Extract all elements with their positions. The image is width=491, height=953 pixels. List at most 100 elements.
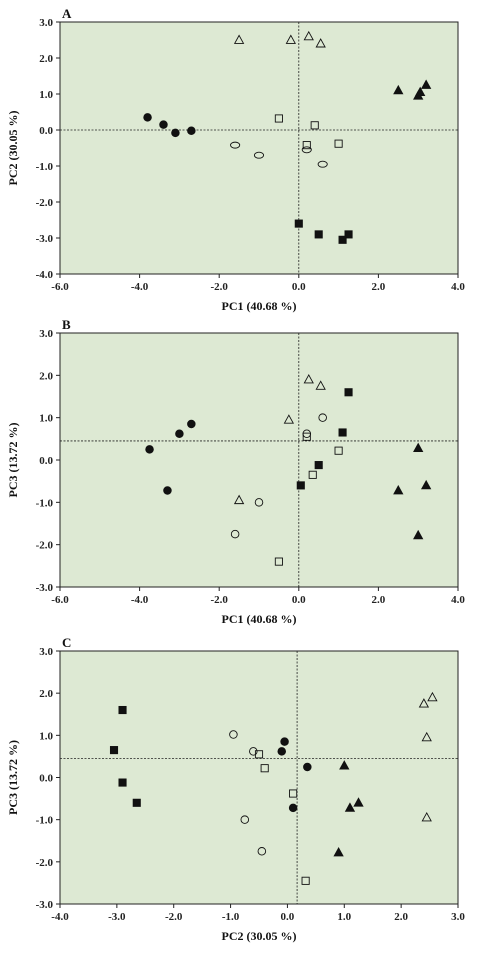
open-circle-point — [257, 847, 267, 856]
x-tick-label: 2.0 — [394, 911, 408, 923]
y-tick-label: 3.0 — [39, 646, 53, 658]
x-tick-label: 0.0 — [292, 281, 306, 293]
open-square-point — [302, 141, 311, 150]
x-tick-label: -6.0 — [51, 281, 69, 293]
open-triangle-point — [283, 414, 295, 424]
panel-label: B — [62, 317, 71, 332]
y-tick-label: -4.0 — [36, 269, 54, 281]
filled-circle-point — [175, 429, 184, 439]
y-tick-label: 0.0 — [39, 773, 53, 785]
filled-square-point — [338, 428, 347, 437]
open-circle-point — [230, 529, 240, 539]
y-tick-label: -2.0 — [36, 540, 54, 552]
filled-square-point — [132, 798, 141, 807]
y-tick-label: 3.0 — [39, 328, 53, 340]
open-triangle-point — [427, 691, 438, 702]
x-tick-label: 0.0 — [281, 911, 295, 923]
y-tick-label: -1.0 — [36, 497, 54, 509]
open-circle-point — [249, 747, 258, 756]
filled-square-point — [118, 778, 127, 787]
open-square-point — [289, 789, 298, 798]
y-tick-label: -3.0 — [36, 582, 54, 594]
x-tick-label: 4.0 — [451, 281, 465, 293]
y-tick-label: 0.0 — [39, 125, 53, 137]
panel-a-scatter: -6.0 -4.0 -2.0 0.0 2.0 4.03.02.01.00.0-1.0-2.… — [6, 6, 465, 313]
panel-label: A — [62, 6, 72, 21]
open-triangle-point — [418, 698, 430, 708]
plot-area — [59, 21, 459, 275]
y-tick-label: 2.0 — [39, 370, 53, 382]
open-ellipse-point — [230, 141, 241, 149]
filled-triangle-point — [393, 484, 404, 495]
y-tick-label: -1.0 — [36, 815, 54, 827]
y-tick-label: 1.0 — [39, 730, 53, 742]
y-axis-title: PC2 (30.05 %) — [6, 111, 20, 186]
open-circle-point — [318, 413, 327, 422]
open-circle-point — [229, 730, 238, 739]
x-tick-label: -2.0 — [210, 281, 228, 293]
x-tick-label: -4.0 — [131, 594, 149, 606]
filled-circle-point — [163, 486, 172, 495]
x-tick-label: -4.0 — [131, 281, 149, 293]
filled-triangle-point — [413, 529, 424, 540]
y-axis-title: PC3 (13.72 %) — [6, 423, 20, 498]
panel-b-scatter: -6.0 -4.0 -2.0 0.0 2.0 4.0 3.0 2.0 1.0 0.0 -1.0 -2.… — [6, 317, 465, 626]
filled-triangle-point — [413, 442, 424, 452]
filled-triangle-point — [353, 797, 364, 807]
filled-circle-point — [159, 120, 168, 129]
filled-triangle-point — [339, 760, 350, 770]
open-triangle-point — [315, 38, 326, 48]
open-triangle-point — [285, 34, 297, 44]
open-triangle-point — [233, 34, 245, 44]
x-tick-label: 0.0 — [292, 594, 306, 606]
filled-square-point — [338, 235, 347, 244]
open-square-point — [308, 470, 317, 479]
open-square-point — [334, 446, 343, 455]
filled-triangle-point — [333, 847, 344, 857]
filled-triangle-point — [415, 86, 426, 97]
open-triangle-point — [233, 494, 245, 505]
x-tick-label: -2.0 — [210, 594, 228, 606]
filled-square-point — [314, 230, 323, 239]
open-ellipse-point — [301, 146, 312, 154]
open-square-point — [254, 750, 264, 759]
filled-circle-point — [143, 113, 152, 122]
filled-triangle-point — [420, 479, 432, 490]
open-square-point — [310, 121, 319, 130]
filled-circle-point — [288, 803, 298, 813]
y-tick-label: 2.0 — [39, 53, 53, 65]
plot-area — [59, 650, 459, 905]
y-tick-label: -3.0 — [36, 233, 54, 245]
open-circle-point — [254, 498, 264, 507]
plot-area — [59, 332, 459, 588]
y-tick-label: 1.0 — [39, 413, 53, 425]
filled-circle-point — [171, 128, 180, 138]
y-tick-label: 1.0 — [39, 89, 53, 101]
y-tick-label: 3.0 — [39, 17, 53, 29]
y-tick-label: -3.0 — [36, 899, 54, 911]
x-tick-label: -3.0 — [108, 911, 126, 923]
open-triangle-point — [303, 30, 314, 41]
y-tick-label: -1.0 — [36, 161, 54, 173]
open-triangle-point — [303, 374, 314, 384]
open-square-point — [274, 557, 283, 566]
filled-square-point — [109, 746, 119, 755]
y-tick-label: 2.0 — [39, 688, 53, 700]
open-square-point — [301, 876, 310, 885]
filled-triangle-point — [420, 79, 432, 89]
filled-circle-point — [187, 419, 196, 429]
x-tick-label: 2.0 — [372, 281, 386, 293]
open-ellipse-point — [253, 151, 265, 159]
filled-square-point — [296, 481, 305, 490]
filled-square-point — [314, 461, 323, 470]
x-tick-label: -1.0 — [222, 911, 240, 923]
filled-square-point — [344, 230, 353, 239]
x-tick-label: 4.0 — [451, 594, 465, 606]
y-tick-label: -2.0 — [36, 857, 54, 869]
x-axis-title: PC1 (40.68 %) — [222, 612, 297, 626]
open-triangle-point — [421, 731, 432, 742]
open-ellipse-point — [317, 160, 328, 168]
filled-square-point — [294, 219, 303, 228]
panel-label: C — [62, 635, 71, 650]
